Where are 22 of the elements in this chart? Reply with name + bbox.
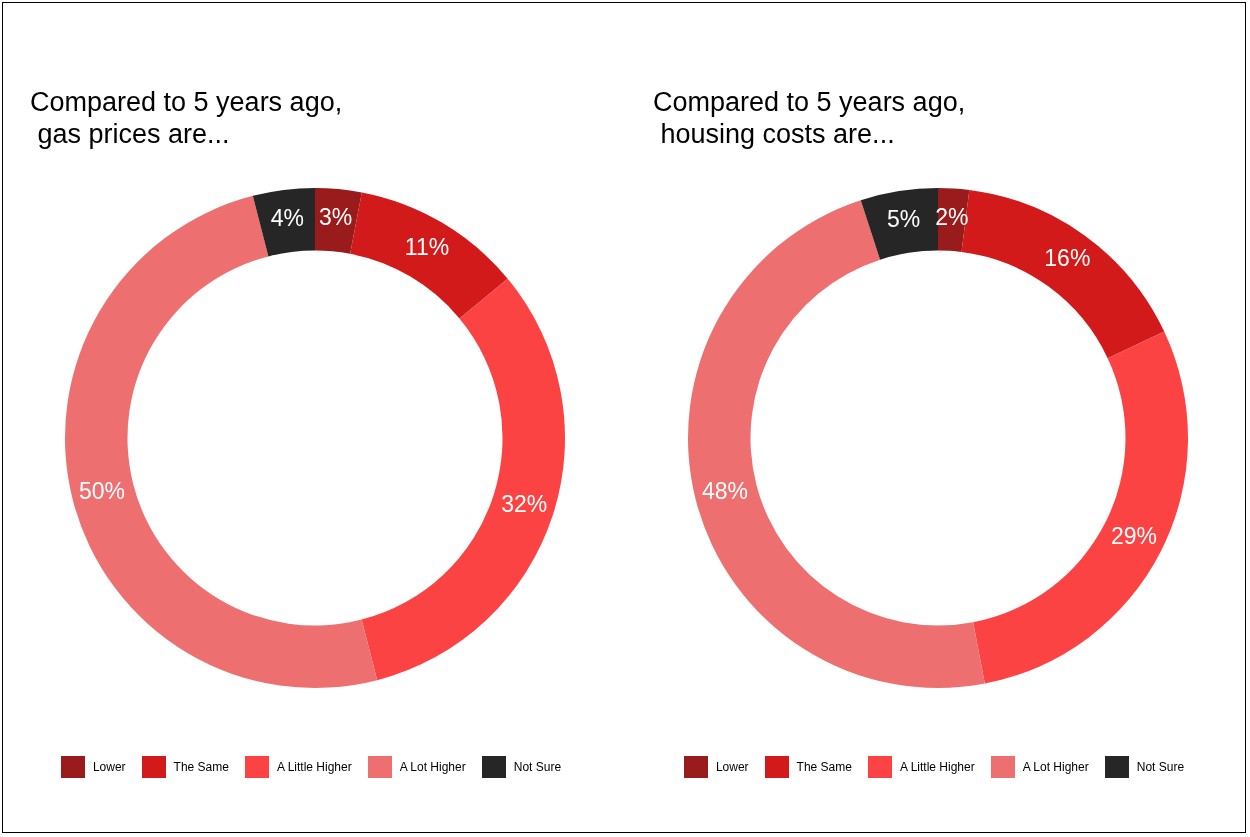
legend-label: A Lot Higher <box>1022 760 1089 774</box>
legend-label: Not Sure <box>1136 760 1185 774</box>
legend-label: Lower <box>715 760 749 774</box>
data-label: 4% <box>270 205 305 232</box>
legend-label: The Same <box>796 760 852 774</box>
data-label: 11% <box>404 233 450 260</box>
legend-label: Not Sure <box>513 760 562 774</box>
data-label: 32% <box>501 491 548 518</box>
data-label: 16% <box>1044 245 1091 272</box>
data-label: 5% <box>886 206 921 233</box>
chart-title: Compared to 5 years ago, gas prices are... <box>30 86 343 150</box>
legend-label: Lower <box>92 760 126 774</box>
legend-label: The Same <box>173 760 229 774</box>
data-label: 29% <box>1111 523 1158 550</box>
legend-label: A Lot Higher <box>399 760 466 774</box>
legend-label: A Little Higher <box>276 760 352 774</box>
data-label: 50% <box>78 478 125 505</box>
chart-title: Compared to 5 years ago, housing costs are... <box>653 86 966 150</box>
legend-label: A Little Higher <box>899 760 975 774</box>
data-label: 2% <box>935 203 969 230</box>
data-label: 48% <box>701 478 748 505</box>
data-label: 3% <box>319 204 353 231</box>
